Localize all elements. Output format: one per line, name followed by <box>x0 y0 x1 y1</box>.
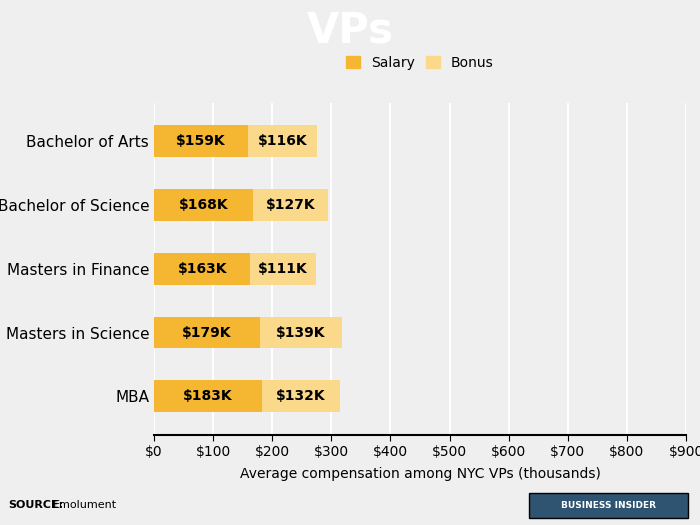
Bar <box>251 253 316 285</box>
Text: $139K: $139K <box>276 326 326 340</box>
Bar <box>262 381 340 412</box>
Text: BUSINESS INSIDER: BUSINESS INSIDER <box>561 501 656 510</box>
Bar <box>248 125 316 157</box>
Text: $116K: $116K <box>258 134 307 148</box>
Text: Emolument: Emolument <box>52 500 117 510</box>
Text: SOURCE:: SOURCE: <box>8 500 64 510</box>
Text: $127K: $127K <box>266 198 316 212</box>
Bar <box>154 317 260 349</box>
Text: $179K: $179K <box>182 326 232 340</box>
Text: $183K: $183K <box>183 390 233 403</box>
X-axis label: Average compensation among NYC VPs (thousands): Average compensation among NYC VPs (thou… <box>239 467 601 481</box>
Text: $111K: $111K <box>258 262 308 276</box>
Text: $132K: $132K <box>276 390 326 403</box>
Bar <box>253 189 328 221</box>
Legend: Salary, Bonus: Salary, Bonus <box>341 50 499 75</box>
Text: VPs: VPs <box>307 9 393 51</box>
FancyBboxPatch shape <box>528 492 688 518</box>
Bar <box>154 253 251 285</box>
Bar <box>260 317 342 349</box>
Bar <box>154 125 248 157</box>
Bar <box>154 189 253 221</box>
Bar <box>154 381 262 412</box>
Text: $168K: $168K <box>178 198 228 212</box>
Text: $163K: $163K <box>177 262 227 276</box>
Text: $159K: $159K <box>176 134 226 148</box>
